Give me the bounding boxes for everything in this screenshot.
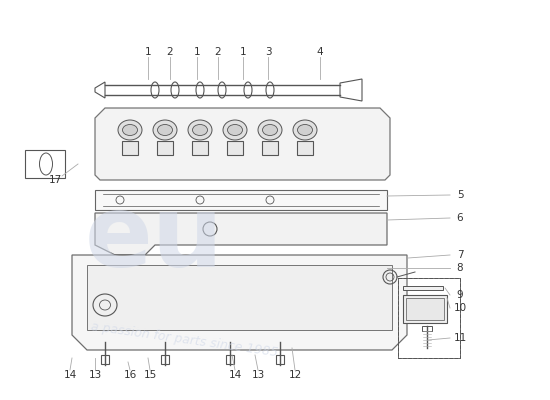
Ellipse shape [228,124,243,136]
Text: 8: 8 [456,263,463,273]
Bar [297,141,313,155]
Text: 16: 16 [123,370,136,380]
Bar [227,141,243,155]
Bar [406,298,444,320]
Text: 11: 11 [453,333,466,343]
Polygon shape [87,265,392,330]
Ellipse shape [157,124,173,136]
Ellipse shape [293,120,317,140]
Text: 2: 2 [167,47,173,57]
Text: 1: 1 [194,47,200,57]
Bar [192,141,208,155]
Text: 13: 13 [251,370,265,380]
Text: 1: 1 [240,47,246,57]
Text: 10: 10 [453,303,466,313]
Bar [422,326,432,331]
Text: 3: 3 [265,47,271,57]
Bar [276,355,284,364]
Polygon shape [95,190,387,210]
Bar [25,150,65,178]
Text: 14: 14 [228,370,241,380]
Ellipse shape [262,124,278,136]
Text: 4: 4 [317,47,323,57]
Polygon shape [72,255,407,350]
Text: 5: 5 [456,190,463,200]
Polygon shape [95,213,387,255]
Bar [101,355,109,364]
Ellipse shape [188,120,212,140]
Bar [157,141,173,155]
Bar [262,141,278,155]
Ellipse shape [123,124,138,136]
Text: 13: 13 [89,370,102,380]
Ellipse shape [153,120,177,140]
Text: 17: 17 [48,175,62,185]
Text: 1: 1 [145,47,151,57]
Text: 7: 7 [456,250,463,260]
Text: 15: 15 [144,370,157,380]
Text: 6: 6 [456,213,463,223]
Bar [398,278,460,358]
Bar [403,295,447,323]
Ellipse shape [298,124,312,136]
Text: 14: 14 [63,370,76,380]
Polygon shape [95,108,390,180]
Text: eu: eu [85,192,224,288]
Bar [122,141,138,155]
Bar [403,286,443,290]
Ellipse shape [192,124,207,136]
Text: 9: 9 [456,290,463,300]
Bar [226,355,234,364]
Ellipse shape [118,120,142,140]
Text: 12: 12 [288,370,301,380]
Bar [398,278,460,358]
Text: a passion for parts since 1985: a passion for parts since 1985 [90,320,279,360]
Text: 2: 2 [214,47,221,57]
Ellipse shape [223,120,247,140]
Bar [161,355,169,364]
Ellipse shape [258,120,282,140]
